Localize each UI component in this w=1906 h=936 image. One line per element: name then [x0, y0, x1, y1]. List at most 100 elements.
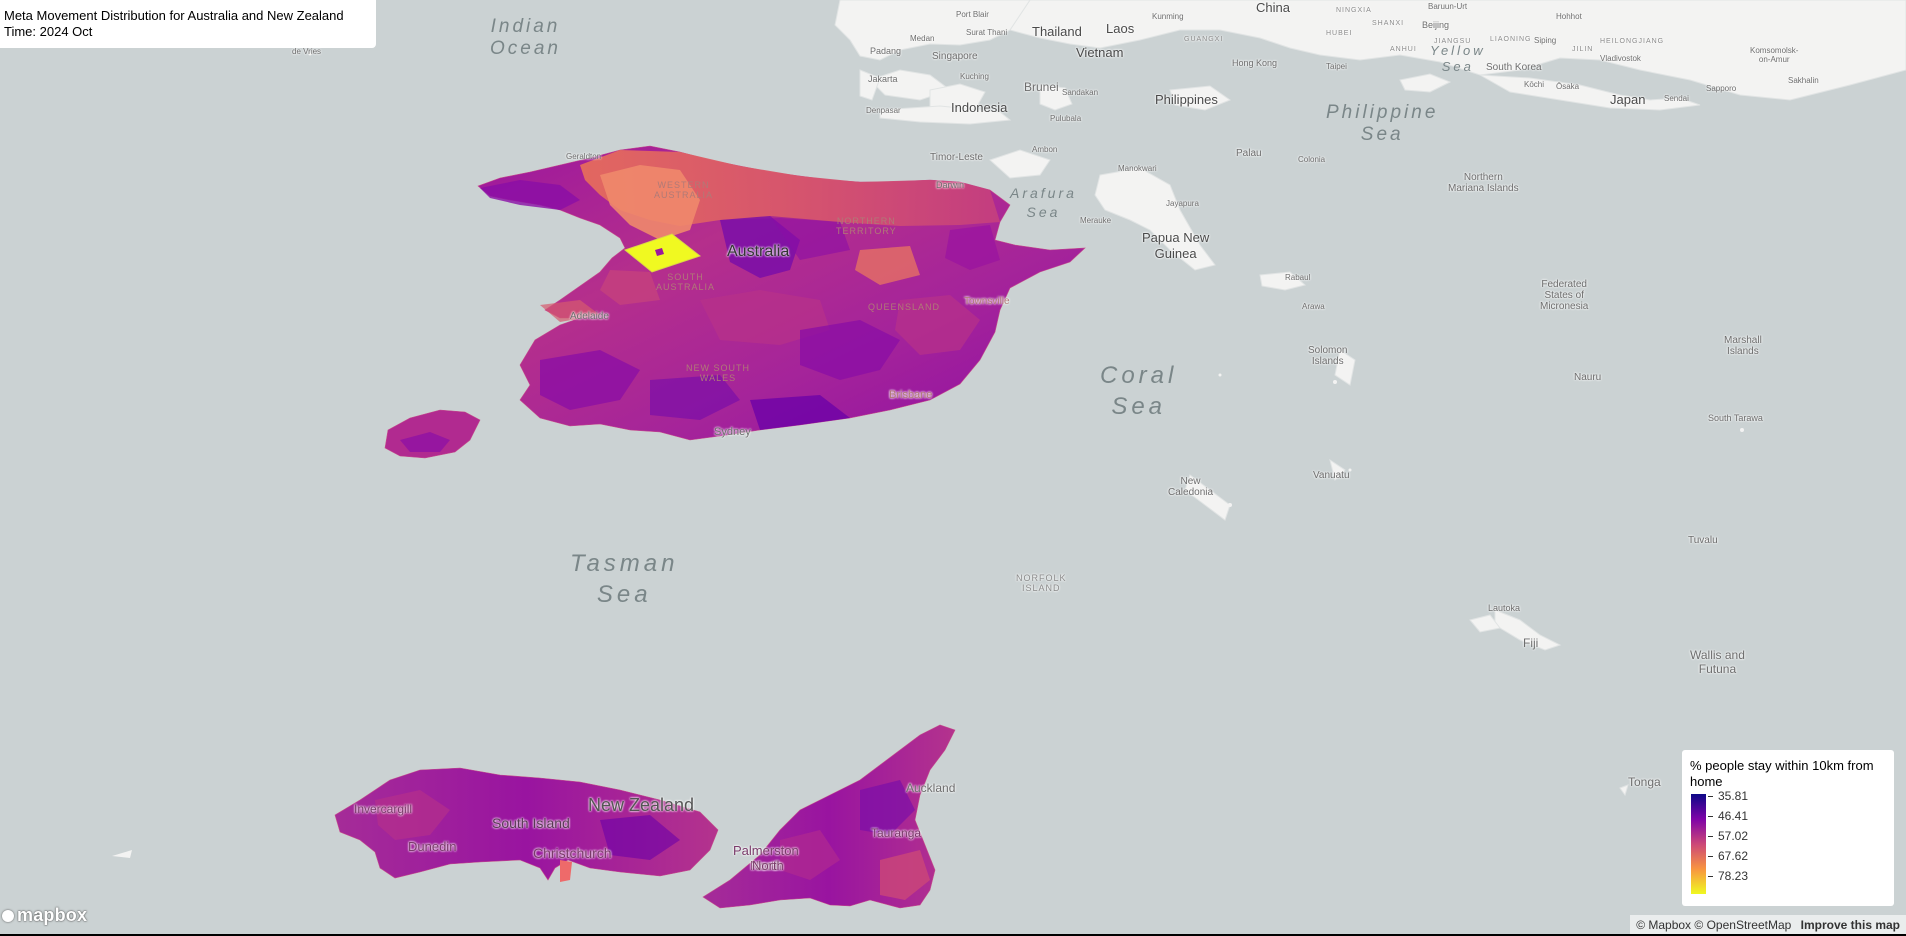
country-label-northern-mariana: Northern Mariana Islands [1448, 172, 1519, 194]
australia-choropleth[interactable] [384, 145, 1086, 459]
region-label-jiangsu: JIANGSU [1434, 38, 1472, 45]
region-label-anhui: ANHUI [1390, 46, 1417, 53]
city-label-de-vries: de Vries [292, 47, 322, 56]
country-label-norfolk: NORFOLK ISLAND [1016, 573, 1067, 593]
country-label-brunei: Brunei [1024, 80, 1059, 94]
city-label-lautoka: Lautoka [1488, 603, 1521, 613]
city-label-beijing: Beijing [1422, 20, 1450, 30]
region-label-guangxi: GUANGXI [1184, 36, 1224, 43]
region-label-south-island: South Island [492, 815, 570, 831]
attribution-osm-link[interactable]: © OpenStreetMap [1694, 918, 1792, 932]
city-label-taipei: Taipei [1326, 62, 1347, 71]
country-label-thailand: Thailand [1032, 24, 1082, 39]
country-label-new-zealand: New Zealand [588, 795, 695, 815]
city-label-kunming: Kunming [1152, 12, 1184, 21]
mapbox-logo[interactable]: mapbox [2, 905, 87, 926]
country-label-wallis: Wallis and Futuna [1690, 648, 1745, 676]
city-label-sapporo: Sapporo [1706, 84, 1737, 93]
region-label-ningxia: NINGXIA [1336, 7, 1372, 14]
sea-label-tasman-sea: Tasman Sea [570, 550, 679, 608]
city-label-tauranga: Tauranga [871, 826, 922, 840]
legend-tick: 67.62 [1708, 849, 1748, 863]
improve-map-link[interactable]: Improve this map [1800, 918, 1900, 932]
country-label-new-caledonia: New Caledonia [1168, 476, 1214, 498]
pacific-islands [112, 52, 1744, 858]
country-label-papua-new-guinea: Papua New Guinea [1142, 230, 1210, 261]
asia-landmass [834, 0, 1906, 797]
new-zealand-choropleth[interactable] [334, 724, 956, 909]
country-label-fiji: Fiji [1523, 636, 1539, 650]
city-label-brisbane: Brisbane [889, 389, 933, 401]
region-label-northern-territory: NORTHERN TERRITORY [836, 216, 897, 236]
country-label-nauru: Nauru [1574, 372, 1602, 383]
city-label-pulubala: Pulubala [1050, 114, 1082, 123]
region-label-queensland: QUEENSLAND [868, 302, 941, 312]
mapbox-logo-icon [2, 910, 14, 922]
city-label-kuching: Kuching [960, 72, 989, 81]
legend-tick: 78.23 [1708, 869, 1748, 883]
city-label-adelaide: Adelaide [570, 311, 609, 322]
country-label-south-korea: South Korea [1486, 62, 1542, 73]
city-label-sandakan: Sandakan [1062, 88, 1099, 97]
legend: % people stay within 10km from home 35.8… [1682, 750, 1894, 906]
region-label-south-australia: SOUTH AUSTRALIA [656, 272, 716, 292]
country-label-solomon: Solomon Islands [1308, 345, 1348, 367]
legend-colorbar [1691, 794, 1706, 894]
city-label-rabaul: Rabaul [1285, 273, 1311, 282]
city-label-ambon: Ambon [1032, 145, 1058, 154]
country-label-china: China [1256, 0, 1290, 15]
city-label-siping: Siping [1534, 36, 1557, 45]
map-time: Time: 2024 Oct [4, 24, 93, 39]
city-label-townsville: Townsville [964, 296, 1010, 307]
city-label-port-blair: Port Blair [956, 10, 989, 19]
city-label-baruun-urt: Baruun-Urt [1428, 2, 1468, 11]
country-label-palau: Palau [1236, 148, 1262, 159]
title-box: Meta Movement Distribution for Australia… [0, 0, 376, 48]
city-label-palmerston-north: Palmerston North [733, 843, 799, 873]
country-label-south-tarawa: South Tarawa [1708, 413, 1763, 423]
country-label-marshall: Marshall Islands [1724, 335, 1762, 357]
city-label-christchurch: Christchurch [533, 845, 612, 861]
region-label-liaoning: LIAONING [1490, 36, 1532, 43]
sea-label-coral-sea: Coral Sea [1100, 362, 1178, 420]
country-label-japan: Japan [1610, 92, 1646, 107]
sea-label-philippine-sea: Philippine Sea [1326, 102, 1439, 145]
city-label-kochi: Kōchi [1524, 80, 1545, 89]
region-label-north: North [752, 858, 784, 873]
region-label-new-south-wales: NEW SOUTH WALES [686, 363, 750, 383]
city-label-sakhalin: Sakhalin [1788, 76, 1819, 85]
mapbox-logo-text: mapbox [17, 905, 88, 925]
country-label-philippines: Philippines [1155, 92, 1218, 107]
city-label-sydney: Sydney [714, 426, 751, 438]
sea-label-yellow-sea: Yellow Sea [1430, 43, 1486, 74]
region-label-shanxi: SHANXI [1372, 20, 1405, 27]
country-label-singapore: Singapore [932, 51, 978, 62]
country-label-micronesia: Federated States of Micronesia [1540, 279, 1589, 312]
city-label-merauke: Merauke [1080, 216, 1112, 225]
country-label-tonga: Tonga [1628, 775, 1661, 789]
city-label-vladivostok: Vladivostok [1600, 54, 1641, 63]
legend-tick: 57.02 [1708, 829, 1748, 843]
attribution: © Mapbox © OpenStreetMap Improve this ma… [1630, 915, 1906, 935]
bottom-border [0, 934, 1906, 936]
region-label-jilin: JILIN [1572, 46, 1594, 53]
country-label-vietnam: Vietnam [1076, 45, 1124, 60]
city-label-osaka: Ōsaka [1556, 82, 1580, 91]
city-label-denpasar: Denpasar [866, 106, 901, 115]
city-label-darwin: Darwin [936, 180, 965, 190]
map-title: Meta Movement Distribution for Australia… [4, 8, 344, 23]
city-label-colonia: Colonia [1298, 155, 1326, 164]
attribution-mapbox-link[interactable]: © Mapbox [1636, 918, 1692, 932]
city-label-manokwari: Manokwari [1118, 164, 1157, 173]
city-label-sendai: Sendai [1664, 94, 1689, 103]
region-label-hubei: HUBEI [1326, 30, 1353, 37]
city-label-jakarta: Jakarta [868, 74, 898, 84]
legend-title: % people stay within 10km from home [1690, 758, 1874, 789]
sea-label-indian-ocean: Indian Ocean [490, 16, 561, 59]
city-label-jayapura: Jayapura [1166, 199, 1199, 208]
legend-tick: 35.81 [1708, 789, 1748, 803]
country-label-indonesia: Indonesia [951, 100, 1008, 115]
country-label-timor-leste: Timor-Leste [930, 152, 983, 163]
